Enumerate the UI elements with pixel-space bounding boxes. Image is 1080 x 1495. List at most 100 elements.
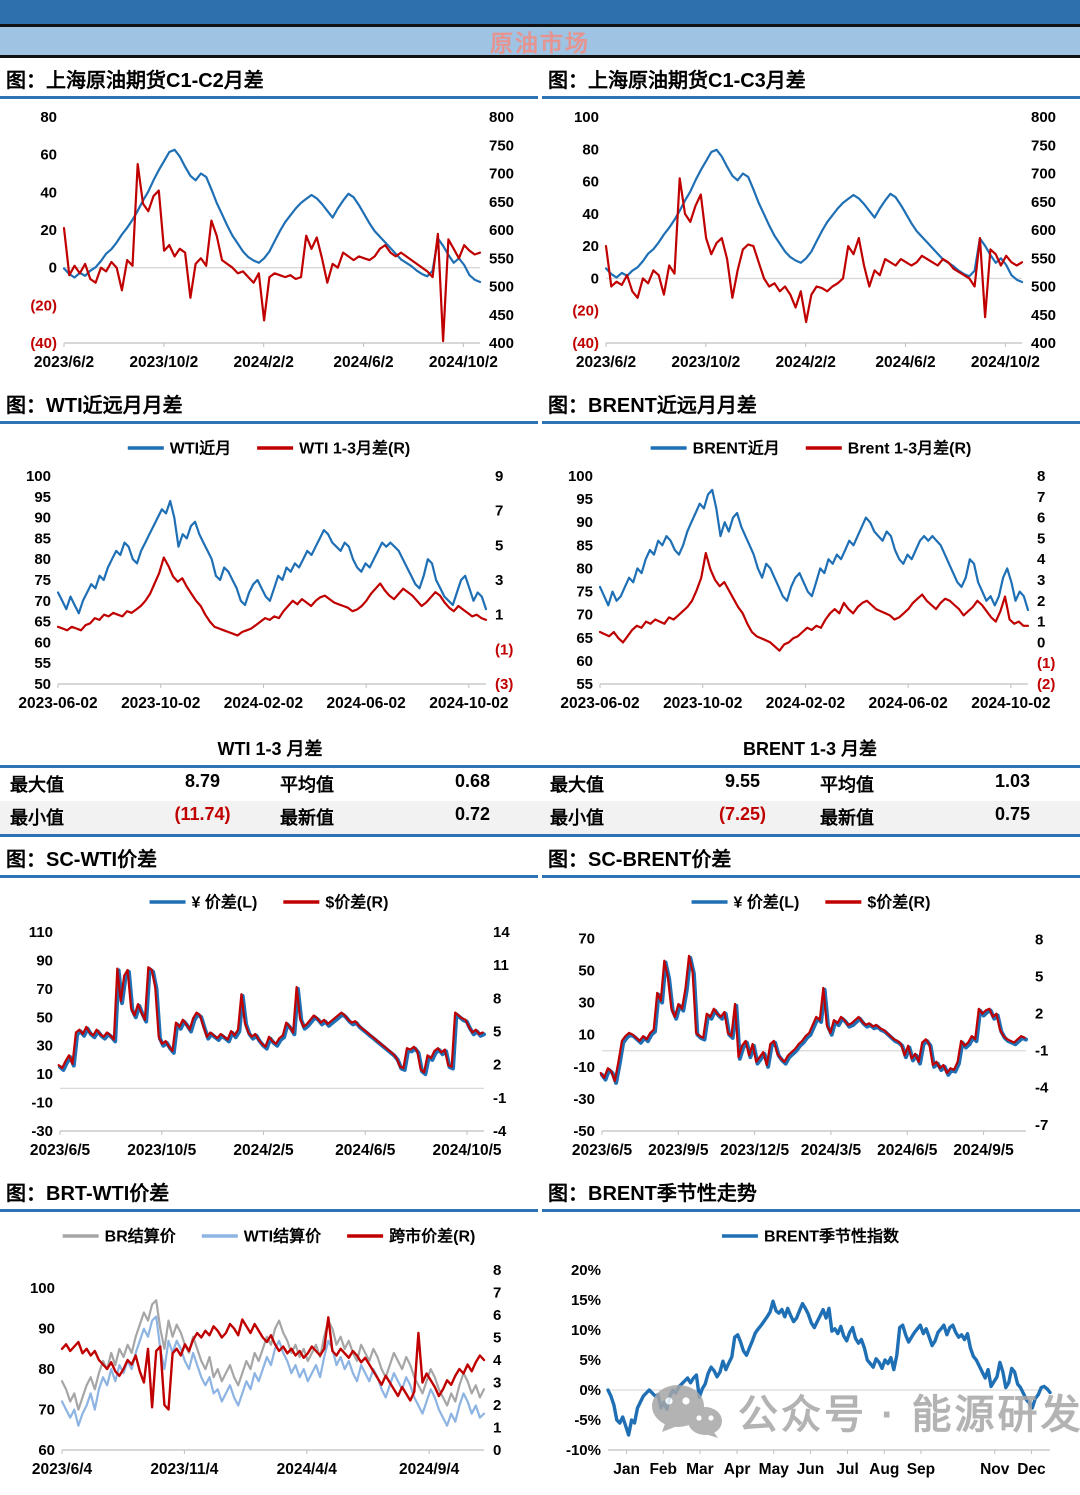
svg-text:(20): (20) [572,303,599,320]
svg-text:0: 0 [49,260,57,277]
svg-text:2024-06-02: 2024-06-02 [869,695,948,712]
svg-text:80: 80 [34,551,51,568]
svg-text:2: 2 [1035,1006,1043,1023]
svg-text:7: 7 [495,503,503,520]
svg-text:55: 55 [34,655,51,672]
svg-text:Dec: Dec [1017,1461,1046,1478]
panel-brent-month-spread: 图：BRENT近远月月差 100 95 90 85 80 75 70 65 60 55 8 7 6 5 4 3… [542,383,1080,724]
svg-text:110: 110 [29,924,53,941]
svg-text:30: 30 [36,1038,53,1055]
svg-text:(20): (20) [30,297,57,314]
svg-text:8: 8 [1037,468,1045,485]
svg-text:Apr: Apr [724,1461,751,1478]
chart-title-wti-month-spread: 图：WTI近远月月差 [0,385,538,424]
svg-text:70: 70 [34,593,51,610]
chart-title-brent-seasonality: 图：BRENT季节性走势 [542,1173,1080,1212]
svg-text:2023/6/2: 2023/6/2 [576,354,636,371]
svg-text:70: 70 [578,930,595,947]
svg-text:May: May [759,1461,790,1478]
svg-text:85: 85 [34,530,51,547]
svg-text:750: 750 [1031,137,1056,154]
chart-title-brent-month-spread: 图：BRENT近远月月差 [542,385,1080,424]
svg-text:800: 800 [1031,109,1056,126]
svg-text:2023/10/2: 2023/10/2 [129,354,198,371]
svg-text:2024-10-02: 2024-10-02 [429,695,508,712]
svg-text:2024-02-02: 2024-02-02 [224,695,303,712]
svg-text:6: 6 [1037,510,1045,527]
svg-text:-10: -10 [31,1095,53,1112]
svg-text:WTI结算价: WTI结算价 [244,1227,322,1246]
svg-text:2023-10-02: 2023-10-02 [663,695,742,712]
svg-text:70: 70 [38,1402,55,1419]
chart-brent-month-spread: 100 95 90 85 80 75 70 65 60 55 8 7 6 5 4 3 2 1 0 (1) (2) 2023… [542,424,1080,724]
svg-text:80: 80 [40,109,57,126]
chart-wti-month-spread: 100 95 90 85 80 75 70 65 60 55 50 9 7 5 3 1 (1) (3) 2023-0… [0,424,538,724]
svg-text:40: 40 [582,206,599,223]
stat-label: 最大值 [10,775,64,795]
svg-text:4: 4 [493,1352,502,1369]
panel-brt-wti: 图：BRT-WTI价差 100 90 80 70 60 8 7 6 5 4 3 2 1 0 2023/6/4… [0,1171,538,1490]
svg-text:$价差(R): $价差(R) [867,893,930,912]
chart-brt-wti: 100 90 80 70 60 8 7 6 5 4 3 2 1 0 2023/6/4 2023/11/4 202… [0,1212,538,1490]
stat-value: 0.68 [454,771,491,791]
stat-value: 1.03 [994,771,1031,791]
svg-text:60: 60 [40,147,57,164]
svg-text:2024-02-02: 2024-02-02 [766,695,845,712]
svg-text:800: 800 [489,109,514,126]
svg-text:跨市价差(R): 跨市价差(R) [389,1227,475,1246]
chart-sh-c1c2: 80 60 40 20 0 (20) (40) 800 750 700 650 600 550 500 45… [0,99,538,383]
svg-text:70: 70 [576,607,593,624]
svg-text:100: 100 [26,468,51,485]
svg-text:Nov: Nov [980,1461,1010,1478]
svg-text:11: 11 [493,957,509,974]
table-row: 最大值 8.79 平均值 0.68 最大值 9.55 平均值 1.03 [0,768,1080,801]
stat-label: 最小值 [10,808,64,828]
svg-text:2: 2 [493,1057,501,1074]
svg-text:2024/6/2: 2024/6/2 [333,354,393,371]
table-row: 最小值 (11.74) 最新值 0.72 最小值 (7.25) 最新值 0.75 [0,801,1080,834]
stat-value: 0.72 [454,804,491,824]
svg-text:-10: -10 [573,1059,595,1076]
svg-text:1: 1 [1037,614,1045,631]
svg-text:5%: 5% [579,1352,601,1369]
svg-text:6: 6 [493,1307,501,1324]
svg-text:90: 90 [36,952,53,969]
svg-text:0%: 0% [579,1382,601,1399]
svg-text:450: 450 [1031,307,1056,324]
svg-text:30: 30 [578,995,595,1012]
svg-text:2024-06-02: 2024-06-02 [327,695,406,712]
banner-title: 原油市场 [490,30,590,56]
stat-label: 最新值 [280,808,334,828]
svg-text:0: 0 [591,270,599,287]
svg-text:60: 60 [576,653,593,670]
svg-text:2024/2/5: 2024/2/5 [233,1142,294,1159]
panel-sh-c1c2: 图：上海原油期货C1-C2月差 80 60 40 20 0 (20) (40) 800 750 7… [0,58,538,383]
svg-text:10%: 10% [571,1322,601,1339]
svg-text:90: 90 [576,514,593,531]
svg-text:50: 50 [36,1009,53,1026]
svg-text:$价差(R): $价差(R) [325,893,388,912]
svg-text:-1: -1 [1035,1043,1048,1060]
svg-text:90: 90 [34,510,51,527]
svg-text:2024/10/5: 2024/10/5 [433,1142,502,1159]
svg-text:-1: -1 [493,1090,506,1107]
svg-text:WTI近月: WTI近月 [170,439,231,458]
svg-text:(1): (1) [1037,655,1055,672]
svg-text:90: 90 [38,1321,55,1338]
svg-text:2: 2 [493,1397,501,1414]
header-bar [0,0,1080,27]
svg-text:¥ 价差(L): ¥ 价差(L) [734,893,800,912]
chart-sh-c1c3: 100 80 60 40 20 0 (20) (40) 800 750 700 650 600 550 50… [542,99,1080,383]
svg-text:BRENT近月: BRENT近月 [693,439,780,458]
stats-title-wti: WTI 1-3 月差 [217,739,323,759]
svg-text:65: 65 [576,630,593,647]
svg-text:Jun: Jun [797,1461,825,1478]
svg-text:2023-06-02: 2023-06-02 [18,695,97,712]
stat-label: 最新值 [820,808,874,828]
svg-text:2023/6/4: 2023/6/4 [32,1461,93,1478]
svg-text:14: 14 [493,924,510,941]
svg-text:0: 0 [493,1442,501,1459]
panel-brent-seasonality: 图：BRENT季节性走势 20% 15% 10% 5% 0% -5% -10% Jan Feb M… [542,1171,1080,1490]
panel-sc-wti: 图：SC-WTI价差 110 90 70 50 30 10 -10 -30 14 11 8 5 2 -1 -… [0,837,538,1171]
svg-text:750: 750 [489,137,514,154]
